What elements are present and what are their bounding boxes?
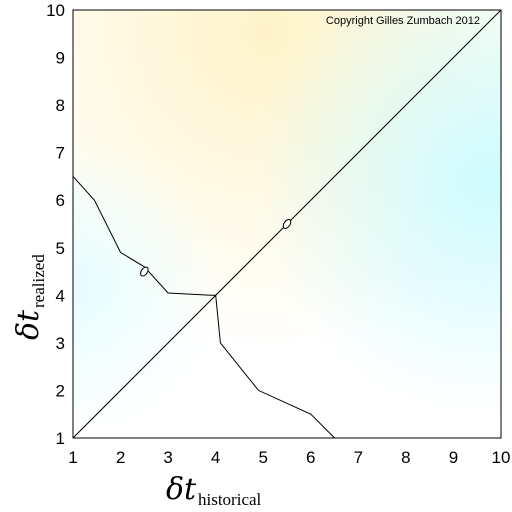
series-marker-1 [282,219,292,229]
y-tick-label: 6 [56,191,65,210]
x-tick-label: 8 [401,448,410,467]
x-tick-label: 7 [354,448,363,467]
tick-labels: 1 2 3 4 5 6 7 8 9 10 1 2 3 4 5 6 7 8 9 10 [46,1,510,467]
plot-frame [72,9,502,439]
series-marker-2 [140,266,149,277]
x-tick-label: 6 [306,448,315,467]
y-tick-label: 5 [56,239,65,258]
x-axis-label: δt historical [166,472,262,509]
x-axis-symbol: δt [166,472,197,507]
y-axis-label: δt realized [11,254,48,340]
x-tick-label: 9 [449,448,458,467]
x-tick-label: 5 [258,448,267,467]
y-tick-label: 2 [56,381,65,400]
plot-border [72,9,502,439]
y-tick-label: 4 [56,286,65,305]
x-tick-label: 2 [116,448,125,467]
series-layer [72,9,502,439]
y-tick-label: 10 [46,1,65,20]
y-tick-label: 8 [56,96,65,115]
x-tick-label: 3 [163,448,172,467]
y-tick-label: 1 [56,429,65,448]
x-tick-label: 1 [68,448,77,467]
y-axis-subscript: realized [29,254,48,308]
y-tick-label: 3 [56,334,65,353]
y-axis-symbol: δt [11,309,46,340]
y-tick-label: 7 [56,144,65,163]
series-line-2 [72,176,335,439]
copyright-text: Copyright Gilles Zumbach 2012 [326,15,480,27]
x-tick-label: 10 [492,448,511,467]
y-tick-label: 9 [56,49,65,68]
x-tick-label: 4 [211,448,220,467]
x-axis-subscript: historical [198,490,262,509]
